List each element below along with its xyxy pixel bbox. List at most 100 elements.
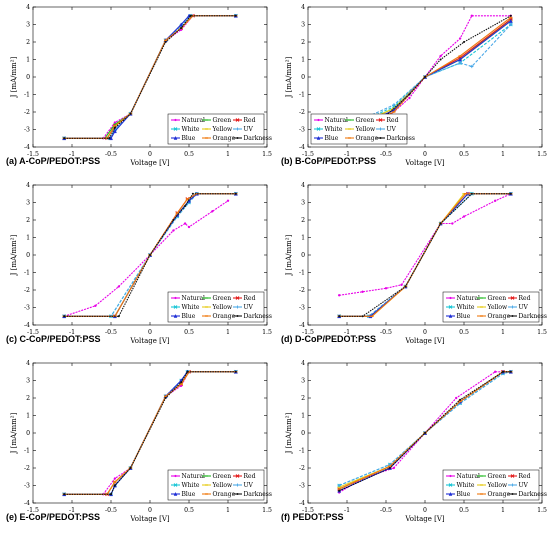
x-tick-label: 0.5 (459, 329, 469, 336)
data-point-darkness (172, 218, 175, 222)
legend-marker-white (173, 127, 178, 131)
data-point-natural (392, 466, 396, 470)
y-tick-label: 4 (26, 4, 30, 11)
y-tick-label: 1 (301, 57, 305, 64)
x-tick-label: 0.5 (184, 507, 194, 514)
y-tick-label: 4 (301, 360, 305, 367)
panel-caption: (a) A-CoP/PEDOT:PSS (6, 156, 101, 166)
data-point-blue (458, 57, 463, 62)
x-tick-label: 1.5 (262, 151, 272, 158)
legend-marker-darkness (511, 315, 514, 317)
data-point-darkness (404, 285, 407, 288)
legend-label-red: Red (244, 117, 256, 124)
data-point-darkness (129, 112, 132, 115)
data-point-natural (117, 285, 121, 288)
y-axis-label: J [mA/mm²] (10, 56, 18, 98)
legend-marker-uv (379, 127, 382, 131)
data-point-darkness (63, 493, 66, 496)
legend: Natural Green Red White Yellow UV Blue Orange Da… (167, 291, 272, 323)
y-tick-label: -4 (24, 322, 30, 329)
y-tick-label: -1 (24, 92, 30, 99)
y-tick-label: -3 (299, 127, 305, 134)
legend-marker-uv (236, 483, 239, 487)
y-tick-label: 4 (26, 360, 30, 367)
legend-marker-white (448, 305, 453, 309)
legend-label-uv: UV (244, 126, 254, 133)
legend-label-orange: Orange (488, 491, 511, 498)
data-point-natural (183, 222, 187, 225)
data-point-natural (94, 304, 97, 307)
data-point-darkness (180, 381, 183, 384)
y-tick-label: 0 (301, 74, 305, 81)
x-axis-label: Voltage [V] (404, 159, 444, 167)
legend-marker-natural (174, 296, 177, 300)
legend-label-green: Green (213, 473, 232, 480)
panel-caption: (b) B-CoP/PEDOT:PSS (281, 156, 377, 166)
legend-marker-white (173, 305, 178, 309)
panel-6: -1.5 -1 -0.5 0 0.5 1 1.5 -4 -3 -2 -1 0 1 2 3 4 Voltage [… (285, 360, 547, 523)
data-point-darkness (459, 398, 462, 401)
legend-marker-white (448, 483, 453, 487)
y-tick-label: 0 (26, 430, 30, 437)
data-point-darkness (470, 192, 473, 195)
data-point-darkness (408, 93, 411, 96)
y-tick-label: 3 (26, 378, 30, 385)
panel-2: -1.5 -1 -0.5 0 0.5 1 1.5 -4 -3 -2 -1 0 1 2 3 4 Voltage [… (285, 4, 547, 167)
data-point-darkness (117, 315, 120, 318)
x-tick-label: 0.5 (184, 329, 194, 336)
y-tick-label: -1 (299, 270, 305, 277)
x-tick-label: -0.5 (380, 507, 392, 514)
y-tick-label: -2 (299, 465, 305, 472)
legend-box (442, 291, 540, 323)
legend-label-blue: Blue (457, 491, 471, 498)
legend-label-blue: Blue (182, 313, 196, 320)
data-point-darkness (338, 315, 341, 318)
x-tick-label: 1 (226, 507, 230, 514)
data-point-darkness (164, 40, 167, 44)
legend-label-uv: UV (387, 126, 397, 133)
legend-label-blue: Blue (182, 135, 196, 142)
x-tick-label: 1 (226, 329, 230, 336)
legend-marker-blue (173, 313, 178, 318)
y-tick-label: 1 (301, 413, 305, 420)
legend-marker-red (378, 118, 383, 122)
y-tick-label: -1 (24, 270, 30, 277)
legend-marker-uv (511, 483, 514, 487)
series-line-darkness (338, 371, 511, 492)
panel-3: -1.5 -1 -0.5 0 0.5 1 1.5 -4 -3 -2 -1 0 1 2 3 4 Voltage [… (10, 182, 272, 345)
legend-marker-blue (173, 491, 178, 496)
legend-label-orange: Orange (213, 491, 236, 498)
legend-label-natural: Natural (182, 295, 206, 302)
y-tick-label: 1 (301, 235, 305, 242)
legend-marker-red (235, 118, 240, 122)
legend-marker-uv (236, 305, 239, 309)
x-axis-label: Voltage [V] (404, 337, 444, 345)
y-tick-label: 3 (301, 378, 305, 385)
y-tick-label: 0 (301, 430, 305, 437)
legend-label-uv: UV (244, 304, 254, 311)
legend-label-orange: Orange (488, 313, 511, 320)
x-axis-label: Voltage [V] (129, 337, 169, 345)
legend-label-yellow: Yellow (355, 126, 376, 133)
legend-marker-natural (449, 474, 452, 478)
x-tick-label: -1 (69, 151, 75, 158)
series-line-natural (339, 15, 511, 139)
legend-marker-darkness (236, 137, 239, 139)
x-tick-label: -1.5 (27, 151, 39, 158)
legend-marker-white (173, 483, 178, 487)
legend-label-white: White (182, 482, 200, 489)
data-point-darkness (234, 192, 237, 195)
data-point-darkness (423, 75, 427, 79)
x-tick-label: -1 (344, 151, 350, 158)
data-point-uv (392, 103, 396, 107)
y-axis-label: J [mA/mm²] (285, 412, 293, 454)
x-tick-label: -0.5 (105, 329, 117, 336)
legend-label-green: Green (213, 117, 232, 124)
legend-label-white: White (457, 482, 475, 489)
legend-label-natural: Natural (457, 295, 481, 302)
legend-label-natural: Natural (182, 117, 206, 124)
y-tick-label: -4 (299, 500, 305, 507)
series-group (62, 13, 238, 141)
panel-caption: (c) C-CoP/PEDOT:PSS (6, 334, 101, 344)
